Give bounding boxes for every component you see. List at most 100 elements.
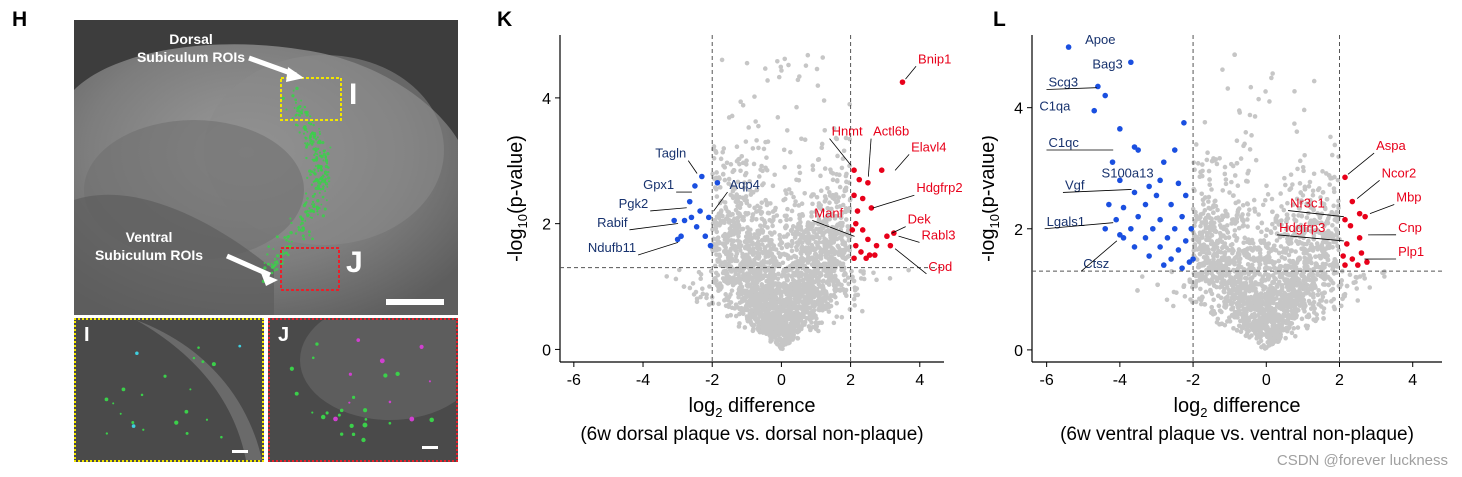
ns-point (763, 197, 768, 203)
ns-point (756, 123, 761, 129)
ns-point (1266, 241, 1271, 246)
ns-point (776, 284, 782, 290)
ns-point (1344, 283, 1350, 289)
roi-signal-dot (307, 230, 311, 234)
ns-point (726, 218, 732, 224)
ns-point (1267, 99, 1272, 104)
ns-point (810, 284, 816, 289)
ns-point (1252, 114, 1258, 119)
dorsal-roi-label: Dorsal Subiculum ROIs (126, 30, 256, 66)
signal-dot (104, 397, 109, 402)
roi-signal-dot (285, 108, 288, 111)
label-leader-line (894, 248, 927, 275)
ns-point (805, 229, 810, 234)
ns-point (772, 263, 778, 269)
ns-point (1212, 251, 1217, 257)
ns-point (810, 201, 815, 207)
roi-signal-dot (309, 138, 313, 143)
ns-point (767, 333, 773, 339)
roi-signal-dot (291, 117, 294, 120)
ns-point (770, 223, 775, 229)
ns-point (795, 336, 801, 341)
ns-point (841, 148, 847, 154)
ns-point (750, 250, 755, 255)
ns-point (824, 215, 830, 220)
ns-point (1221, 289, 1227, 295)
ns-point (754, 284, 760, 290)
ns-point (807, 305, 813, 311)
ns-point (814, 66, 820, 72)
ventral-label-line1: Ventral (125, 229, 173, 245)
ns-point (1276, 222, 1282, 227)
ns-point (1204, 268, 1210, 273)
ns-point (1260, 306, 1265, 312)
up-point (859, 227, 866, 233)
label-leader-line (687, 160, 698, 174)
ns-point (1319, 211, 1325, 217)
ns-point (826, 309, 832, 314)
ns-point (1245, 287, 1250, 292)
ns-point (1231, 278, 1237, 283)
roi-signal-dot (314, 165, 317, 168)
ns-point (842, 270, 848, 276)
ns-point (1325, 253, 1330, 259)
dorsal-label-line2: Subiculum ROIs (136, 49, 246, 65)
ns-point (1240, 311, 1245, 317)
signal-dot (315, 342, 319, 346)
ns-point (819, 296, 824, 301)
ns-point (1283, 335, 1288, 341)
ns-point (1302, 309, 1307, 314)
ns-point (1281, 327, 1286, 333)
ns-point (722, 220, 727, 225)
ns-point (1290, 258, 1296, 264)
roi-signal-dot (282, 253, 285, 256)
ns-point (1336, 205, 1341, 211)
ns-point (1325, 274, 1331, 280)
ns-point (1194, 217, 1200, 222)
roi-signal-dot (321, 214, 325, 218)
ns-point (756, 145, 761, 151)
up-point (865, 236, 871, 243)
ns-point (769, 219, 775, 224)
ns-point (809, 224, 815, 229)
ns-point (1238, 318, 1243, 324)
ns-point (714, 222, 720, 228)
up-point (859, 195, 866, 202)
ns-point (759, 163, 764, 169)
ns-point (1257, 250, 1263, 256)
ns-point (1201, 262, 1207, 268)
ns-point (690, 281, 696, 286)
signal-dot (409, 416, 415, 422)
ns-point (834, 204, 840, 210)
roi-signal-dot (324, 155, 327, 158)
ns-point (1273, 276, 1279, 282)
signal-dot (197, 346, 200, 349)
ns-point (1382, 274, 1387, 279)
ns-point (1223, 305, 1228, 310)
ns-point (1255, 332, 1261, 338)
ns-point (835, 178, 840, 183)
ns-point (841, 193, 846, 199)
ns-point (1237, 110, 1243, 115)
ns-point (840, 238, 845, 244)
up-point (1347, 222, 1354, 229)
ns-point (1232, 260, 1237, 265)
ns-point (1297, 181, 1303, 186)
ns-point (698, 276, 704, 281)
ns-point (738, 168, 743, 174)
y-tick-label: 4 (542, 91, 551, 108)
roi-signal-dot (285, 238, 288, 242)
roi-signal-dot (301, 108, 304, 111)
ns-point (789, 248, 795, 254)
ns-point (818, 188, 824, 193)
ns-point (770, 279, 775, 285)
gene-label: Tagln (655, 146, 686, 161)
ns-point (802, 137, 808, 143)
ns-point (813, 239, 819, 245)
ns-point (792, 202, 798, 208)
ns-point (1227, 190, 1232, 195)
ns-point (844, 293, 849, 299)
signal-dot (383, 373, 388, 378)
x-tick-label: -4 (636, 372, 650, 389)
ns-point (1307, 222, 1313, 228)
